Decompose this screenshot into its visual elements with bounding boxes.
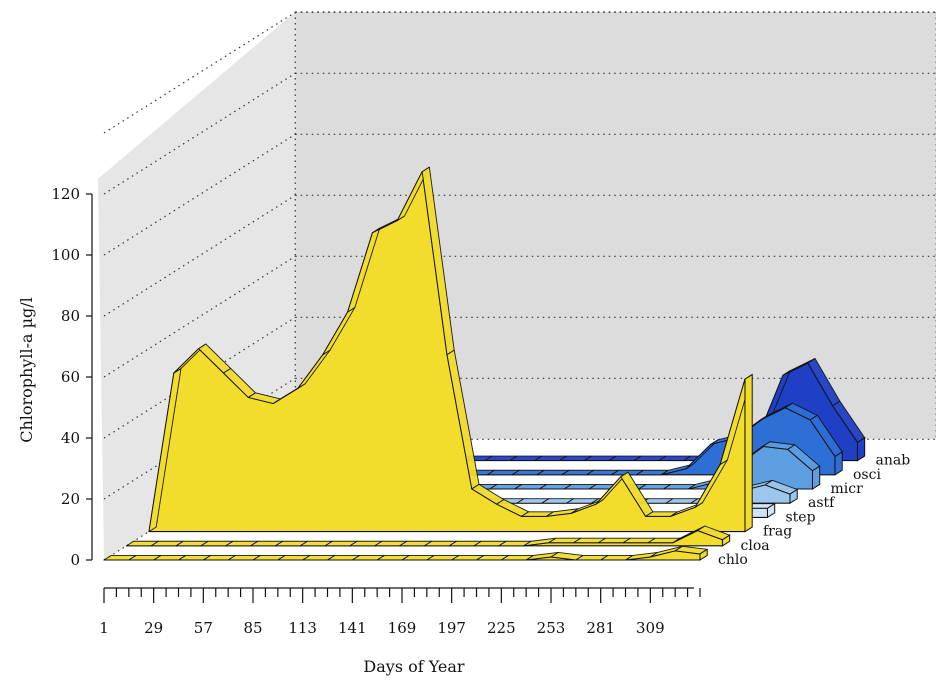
- y-tick-label: 0: [70, 551, 80, 569]
- gridline-oblique: [103, 72, 296, 195]
- ribbon-end-anab: [857, 436, 866, 462]
- ribbon-end-step: [767, 502, 776, 519]
- x-tick-label: 253: [537, 619, 566, 637]
- series-label-osci: osci: [853, 467, 881, 483]
- series-label-anab: anab: [876, 453, 911, 469]
- ribbon-end-astf: [789, 488, 798, 505]
- series-label-chlo: chlo: [718, 552, 748, 568]
- y-axis: 0 20 40 60 80 100 120: [51, 185, 93, 569]
- x-tick-label: 309: [636, 619, 665, 637]
- series-label-step: step: [786, 509, 816, 525]
- series-label-micr: micr: [831, 481, 864, 497]
- y-tick-label: 60: [61, 368, 80, 386]
- y-tick-label: 120: [51, 185, 80, 203]
- gridline-oblique: [103, 255, 296, 378]
- x-axis-title: Days of Year: [363, 657, 465, 676]
- gridline-oblique: [103, 133, 296, 256]
- x-axis: 1 29 57 85 113 141 169 197 225 253 281 309: [99, 587, 701, 637]
- x-tick-label: 1: [99, 619, 109, 637]
- x-tick-label: 141: [338, 619, 367, 637]
- ribbon-end-chlo: [699, 548, 708, 561]
- ribbon-end-cloa: [722, 534, 731, 547]
- x-tick-label: 225: [487, 619, 516, 637]
- y-tick-label: 40: [61, 429, 80, 447]
- x-tick-label: 29: [144, 619, 163, 637]
- back-wall-panel: [295, 12, 936, 440]
- y-tick-label: 80: [61, 307, 80, 325]
- series-label-astf: astf: [808, 495, 836, 511]
- gridline-oblique: [103, 11, 296, 134]
- series-label-frag: frag: [763, 524, 792, 540]
- x-tick-label: 281: [586, 619, 615, 637]
- y-tick-label: 20: [61, 490, 80, 508]
- y-tick-label: 100: [51, 246, 80, 264]
- ribbon-end-osci: [834, 451, 843, 476]
- y-axis-title: Chlorophyll-a µg/l: [17, 297, 36, 443]
- series-label-cloa: cloa: [741, 538, 770, 554]
- x-tick-label: 169: [388, 619, 417, 637]
- ribbon-frag: frag: [148, 166, 792, 540]
- ribbon-chlo: chlo: [103, 545, 748, 568]
- x-tick-label: 113: [288, 619, 317, 637]
- x-tick-label: 197: [437, 619, 466, 637]
- gridline-oblique: [103, 194, 296, 317]
- gridline-oblique: [103, 316, 296, 439]
- ribbon-end-frag: [744, 373, 753, 533]
- x-tick-label: 85: [243, 619, 262, 637]
- x-tick-label: 57: [194, 619, 213, 637]
- ribbon-cloa: cloa: [125, 525, 770, 554]
- ribbon-end-micr: [812, 465, 821, 490]
